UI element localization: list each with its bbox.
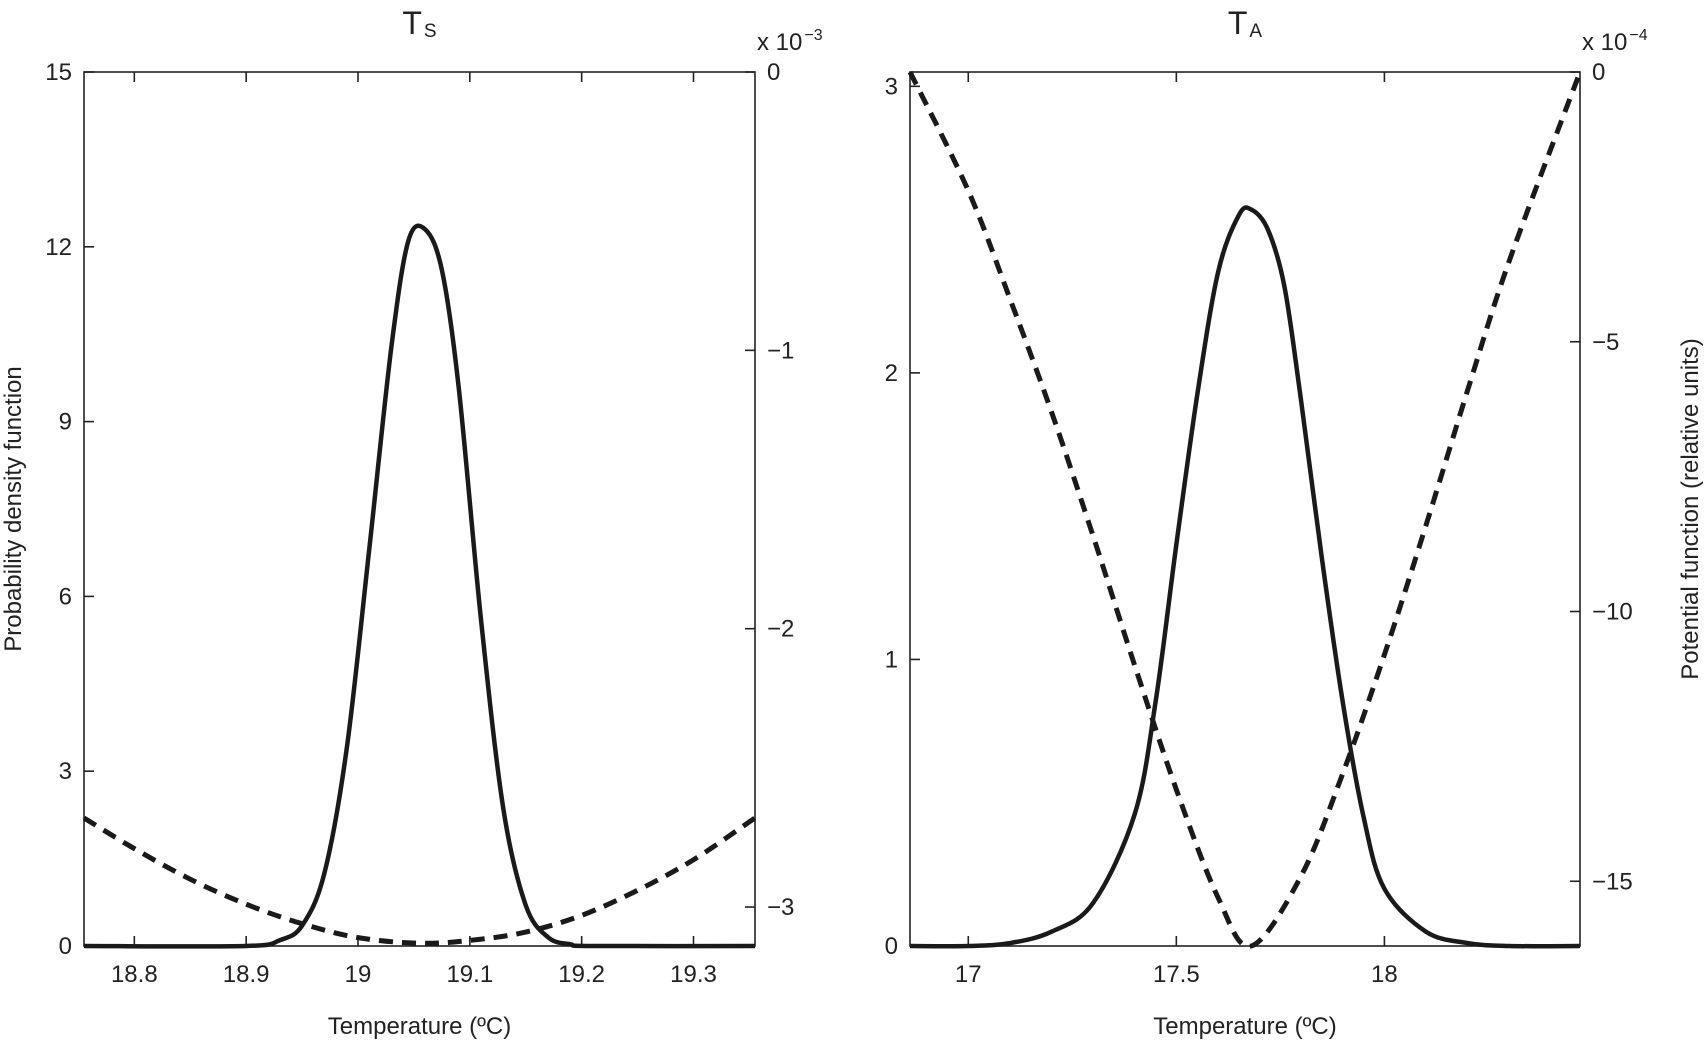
y2-tick-label: 0: [767, 59, 780, 86]
x-tick-label: 19: [345, 961, 372, 988]
x-tick-label: 19.1: [446, 961, 493, 988]
panel-1: 18.8 18.9 19 19.1 19.2 19.3 0 3 6 9 12 15 0 −1 −2 −3 x 1…: [0, 5, 823, 1040]
y2-exponent-label: x 10 −3: [757, 27, 823, 56]
y2-tick-label: −2: [767, 616, 794, 643]
y2-tick-label: −5: [1592, 329, 1619, 356]
pdf-series-line: [83, 223, 756, 949]
y2-tick-label: −3: [767, 894, 794, 921]
y-tick-label: 12: [45, 234, 72, 261]
x-tick-label: 18.8: [111, 961, 158, 988]
plot-frame: [83, 71, 756, 947]
y-tick-label: 3: [59, 758, 72, 785]
y-tick-label: 6: [59, 583, 72, 610]
x-axis-label: Temperature (ºC): [1153, 1013, 1336, 1040]
y-tick-label: 3: [885, 73, 898, 100]
x-tick-label: 18: [1371, 961, 1398, 988]
y2-tick-label: −10: [1592, 599, 1633, 626]
x-tick-label: 19.2: [558, 961, 605, 988]
y2-tick-label: 0: [1592, 59, 1605, 86]
y-tick-label: 0: [885, 933, 898, 960]
pdf-series-line: [909, 205, 1581, 949]
x-tick-label: 18.9: [223, 961, 270, 988]
y-tick-label: 1: [885, 646, 898, 673]
y-tick-label: 15: [45, 59, 72, 86]
x-tick-label: 19.3: [670, 961, 717, 988]
y-tick-label: 0: [59, 933, 72, 960]
x-tick-label: 17: [955, 961, 982, 988]
y2-exponent-label: x 10 −4: [1582, 27, 1648, 56]
plot-frame: [909, 71, 1581, 947]
potential-series-line: [82, 815, 757, 946]
x-axis-label: Temperature (ºC): [328, 1013, 511, 1040]
y2-tick-label: −15: [1592, 868, 1633, 895]
y2-axis-label: Potential function (relative units): [1677, 338, 1704, 680]
y-tick-label: 2: [885, 360, 898, 387]
x-tick-label: 17.5: [1153, 961, 1200, 988]
y2-tick-label: −1: [767, 337, 794, 364]
panel-2: 17 17.5 18 0 1 2 3 0 −5 −10 −15 x 10 −4 T A Temperature…: [885, 5, 1704, 1040]
potential-series-line: [907, 70, 1583, 949]
y-tick-label: 9: [59, 409, 72, 436]
y-axis-label: Probability density function: [0, 366, 27, 652]
